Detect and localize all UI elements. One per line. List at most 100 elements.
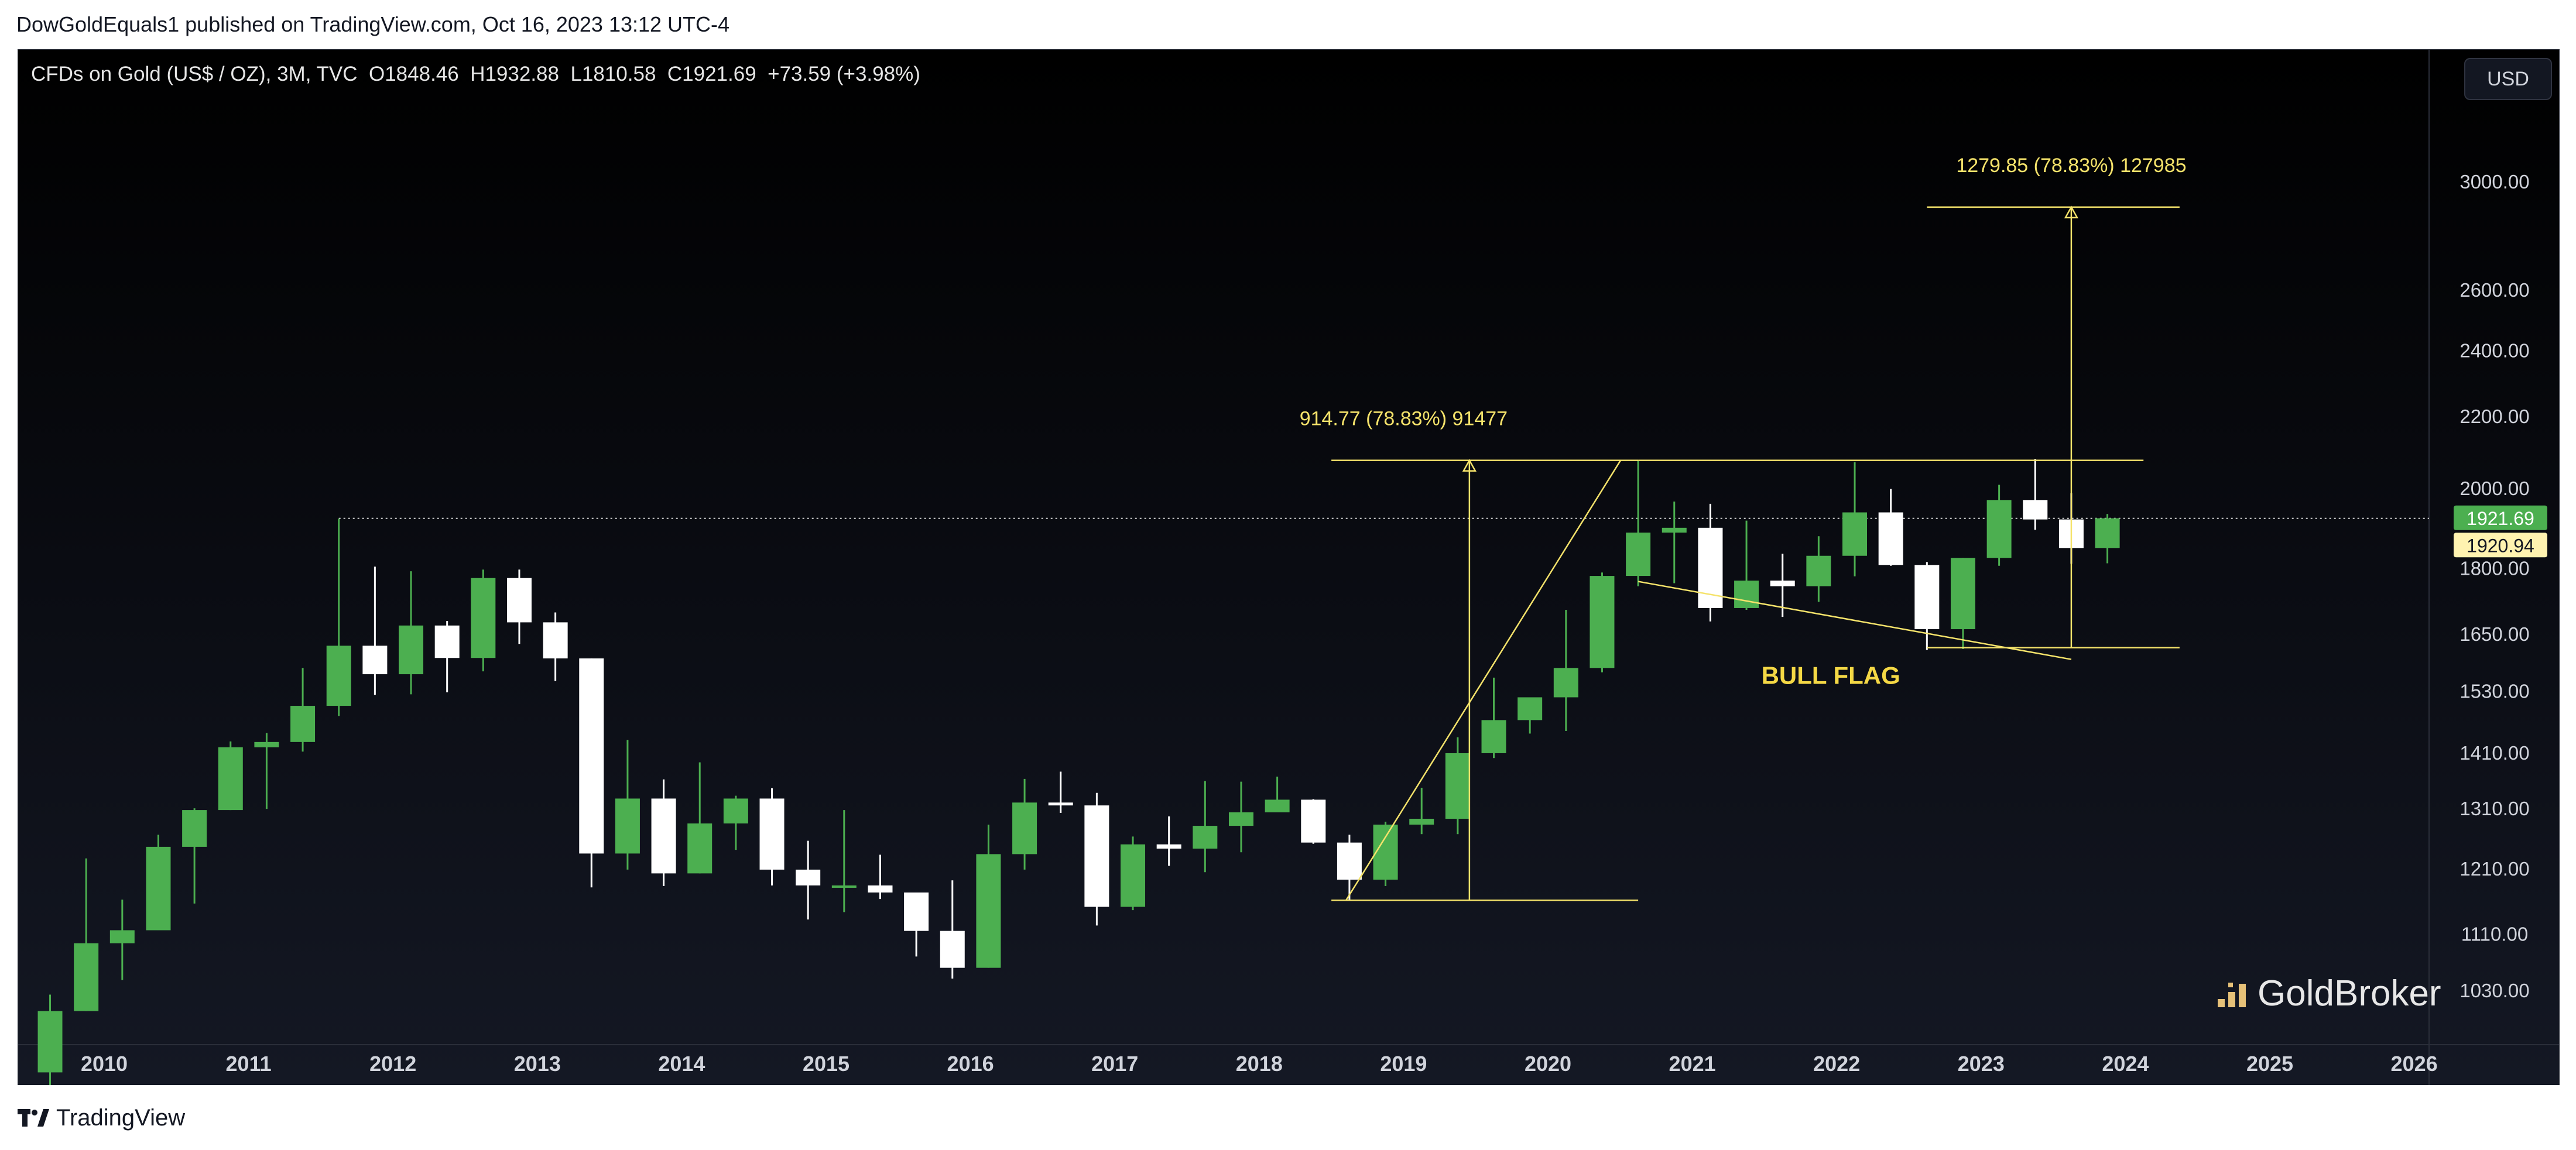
footer-brand: TradingView: [56, 1104, 186, 1131]
candle-body: [218, 747, 243, 811]
watermark-text: GoldBroker: [2258, 973, 2441, 1014]
y-tick-label: 1650.00: [2459, 623, 2529, 645]
ohlc-high: H1932.88: [470, 63, 559, 85]
candle-body: [506, 578, 532, 623]
candle-body: [1806, 555, 1831, 586]
arrowhead-2: [2064, 205, 2079, 219]
ohlc-close: C1921.69: [667, 63, 756, 85]
currency-button[interactable]: USD: [2464, 58, 2552, 100]
candle-body: [1156, 844, 1181, 849]
candle-body: [904, 892, 929, 931]
projection-label-2: 1279.85 (78.83%) 127985: [1956, 155, 2186, 177]
arrowhead-1: [1462, 458, 1477, 472]
candle-body: [723, 798, 748, 824]
symbol-legend: CFDs on Gold (US$ / OZ), 3M, TVC O1848.4…: [31, 63, 920, 86]
candle-body: [109, 930, 135, 943]
candle-body: [687, 823, 712, 874]
candle-body: [1337, 842, 1362, 880]
candle-body: [1084, 805, 1109, 907]
candle-body: [1228, 812, 1253, 826]
ohlc-open: O1848.46: [368, 63, 459, 85]
candle-body: [182, 810, 207, 847]
bull-flag-label: BULL FLAG: [1762, 662, 1900, 689]
y-tick-label: 3000.00: [2459, 171, 2529, 193]
x-tick-label: 2026: [2391, 1052, 2438, 1076]
x-tick-label: 2020: [1525, 1052, 1571, 1076]
y-tick-label: 1110.00: [2461, 923, 2528, 945]
candle-body: [1373, 825, 1398, 880]
ohlc-low: L1810.58: [570, 63, 656, 85]
candle-body: [1986, 500, 2012, 558]
last-price-badge: [2454, 505, 2547, 530]
candle-body: [1770, 581, 1795, 586]
candle-body: [1950, 558, 1975, 630]
candle-body: [1121, 844, 1146, 907]
x-tick-label: 2023: [1958, 1052, 2005, 1076]
chart-panel[interactable]: 1030.00 1110.00 1210.00 1310.00 1410.00 1530.…: [18, 49, 2560, 1086]
candle-body: [796, 869, 821, 885]
candle-body: [1734, 581, 1759, 608]
candle-body: [940, 931, 965, 968]
candle-body: [74, 943, 99, 1011]
publish-info: DowGoldEquals1 published on TradingView.…: [16, 12, 730, 36]
x-tick-label: 2022: [1813, 1052, 1860, 1076]
projection-label-1: 914.77 (78.83%) 91477: [1300, 408, 1508, 430]
ref-price-label: 1920.94: [2467, 535, 2534, 556]
x-tick-label: 2015: [803, 1052, 849, 1076]
trend-line: [1345, 459, 1622, 901]
candle-body: [1662, 527, 1687, 533]
flag-bottom-line: [1638, 581, 2072, 660]
x-tick-label: 2017: [1091, 1052, 1138, 1076]
goldbroker-watermark: GoldBroker: [2217, 973, 2441, 1014]
x-tick-label: 2021: [1669, 1052, 1716, 1076]
publish-header: DowGoldEquals1 published on TradingView.…: [0, 0, 2576, 49]
candle-body: [1409, 819, 1434, 825]
candle-body: [868, 885, 893, 893]
candle-body: [471, 578, 496, 658]
candle-body: [326, 646, 351, 706]
candle-body: [615, 798, 640, 854]
candle-body: [1445, 753, 1470, 819]
candle-body: [579, 658, 604, 854]
candle-body: [651, 798, 676, 874]
candle-body: [1878, 512, 1903, 565]
x-tick-label: 2018: [1236, 1052, 1283, 1076]
candle-body: [1914, 565, 1940, 630]
y-tick-label: 1310.00: [2459, 798, 2529, 819]
candle-body: [399, 625, 424, 675]
candle-body: [976, 854, 1001, 968]
candle-body: [1193, 826, 1218, 849]
candle-body: [434, 625, 460, 658]
x-tick-label: 2025: [2246, 1052, 2293, 1076]
candle-body: [543, 622, 568, 659]
last-price-label: 1921.69: [2467, 508, 2534, 529]
price-chart[interactable]: 1030.00 1110.00 1210.00 1310.00 1410.00 1530.…: [18, 50, 2559, 1086]
candle-body: [146, 846, 171, 931]
candle-body: [1626, 533, 1651, 576]
candle-body: [1553, 668, 1578, 698]
candle-body: [1590, 576, 1615, 668]
y-tick-label: 1800.00: [2459, 557, 2529, 579]
candle-body: [1301, 799, 1326, 843]
candle-body: [1012, 802, 1037, 854]
tradingview-icon: [18, 1109, 49, 1127]
candle-body: [290, 706, 316, 742]
candle-body: [254, 742, 279, 747]
tradingview-logo[interactable]: TradingView: [18, 1101, 185, 1134]
y-tick-label: 2200.00: [2459, 406, 2529, 427]
x-tick-label: 2013: [514, 1052, 561, 1076]
candle-body: [831, 885, 857, 888]
candle-body: [37, 1011, 63, 1073]
x-tick-label: 2010: [81, 1052, 128, 1076]
candle-body: [1517, 697, 1543, 720]
candle-body: [1265, 799, 1290, 813]
candle-body: [1481, 720, 1506, 753]
candle-body: [759, 798, 785, 870]
candle-body: [2023, 500, 2048, 520]
ohlc-change: +73.59 (+3.98%): [768, 63, 920, 85]
x-tick-label: 2011: [226, 1052, 272, 1076]
candle-body: [362, 646, 388, 675]
goldbroker-icon: [2218, 982, 2246, 1007]
footer: TradingView: [0, 1085, 2576, 1150]
x-tick-label: 2024: [2102, 1052, 2149, 1076]
